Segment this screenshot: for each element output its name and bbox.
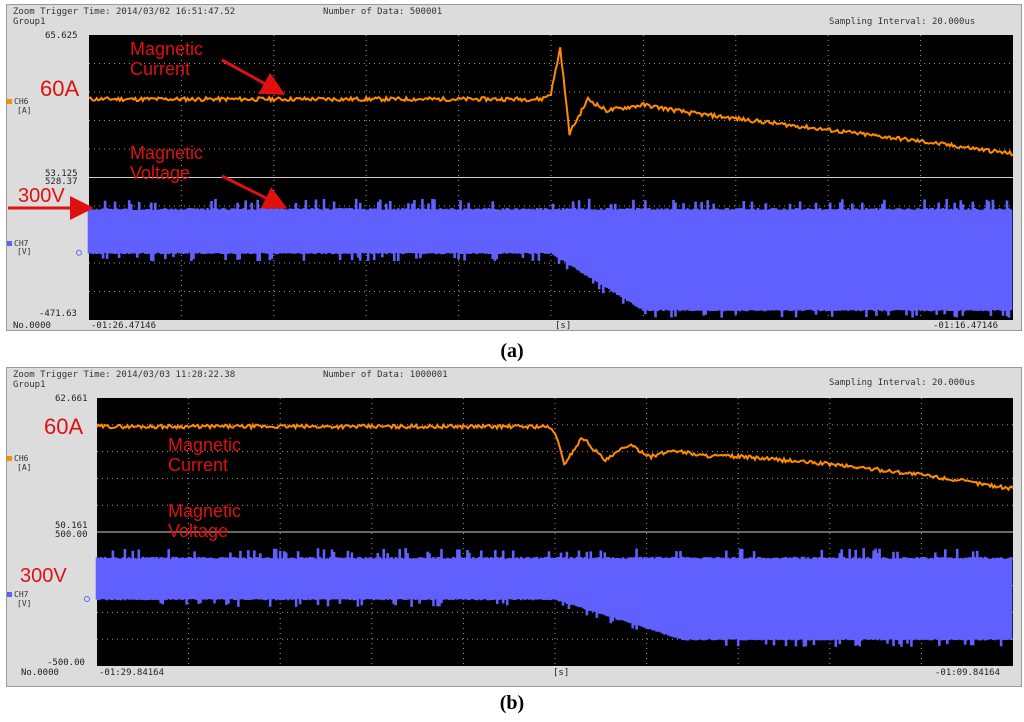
voltage-value-annotation-b: 300V: [20, 565, 67, 587]
x-unit: [s]: [553, 668, 570, 678]
ch7-color-icon: [7, 241, 12, 246]
ch7-unit: [V]: [17, 599, 32, 608]
ch6-top-value: 65.625: [45, 31, 78, 41]
sampling-interval: Sampling Interval: 20.000us: [829, 378, 976, 388]
voltage-name-annotation-b: Magnetic Voltage: [168, 501, 242, 541]
ch7-top-value: 528.37: [45, 177, 78, 187]
current-name-annotation-b: Magnetic Current: [168, 435, 242, 475]
ch7-zero-marker: [76, 249, 82, 256]
data-count: Number of Data: 1000001: [323, 370, 448, 380]
ch6-top-value: 62.661: [55, 394, 88, 404]
voltage-arrow-a: [221, 174, 288, 209]
x-start: -01:29.84164: [99, 668, 165, 678]
record-number: No.0000: [13, 321, 51, 331]
ch7-zero-marker: [84, 596, 90, 602]
ch7-unit: [V]: [17, 247, 32, 256]
plot-area-a: [76, 35, 1014, 320]
trigger-time: Zoom Trigger Time: 2014/03/03 11:28:22.3…: [13, 370, 236, 380]
group-label: Group1: [13, 380, 46, 390]
ch7-color-icon: [7, 592, 12, 597]
sampling-interval: Sampling Interval: 20.000us: [829, 17, 976, 27]
ch6-color-icon: [7, 456, 12, 461]
ch7-top-value: 500.00: [55, 530, 88, 540]
ch6-unit: [A]: [17, 106, 32, 115]
current-name-annotation-a: Magnetic Current: [130, 39, 204, 79]
voltage-value-annotation-a: 300V: [18, 185, 65, 207]
chart-svg: [84, 398, 1014, 666]
voltage-name-annotation-a: Magnetic Voltage: [130, 143, 204, 183]
ch6-label: CH6: [7, 454, 28, 463]
oscilloscope-panel-a: Zoom Trigger Time: 2014/03/02 16:51:47.5…: [6, 4, 1022, 331]
current-trace: [88, 47, 1014, 157]
oscilloscope-panel-b: Zoom Trigger Time: 2014/03/03 11:28:22.3…: [6, 367, 1022, 687]
caption-b: (b): [499, 692, 525, 714]
current-arrow-a: [221, 58, 286, 95]
current-value-annotation-a: 60A: [40, 76, 80, 101]
chart-svg: [76, 35, 1014, 320]
group-label: Group1: [13, 17, 46, 27]
ch7-bottom-value: -471.63: [39, 309, 77, 319]
x-end: -01:09.84164: [935, 668, 1001, 678]
plot-area-b: [84, 398, 1014, 666]
ch6-bottom-value: 50.161: [55, 521, 88, 531]
caption-a: (a): [500, 340, 524, 362]
ch7-bottom-value: -500.00: [47, 658, 85, 668]
ch7-label: CH7: [7, 239, 28, 248]
x-start: -01:26.47146: [91, 321, 157, 331]
ch6-unit: [A]: [17, 463, 32, 472]
ch6-color-icon: [7, 99, 12, 104]
data-count: Number of Data: 500001: [323, 7, 443, 17]
x-unit: [s]: [555, 321, 572, 331]
current-trace: [96, 422, 1014, 492]
record-number: No.0000: [21, 668, 59, 678]
trigger-time: Zoom Trigger Time: 2014/03/02 16:51:47.5…: [13, 7, 236, 17]
current-value-annotation-b: 60A: [44, 414, 84, 439]
x-end: -01:16.47146: [933, 321, 999, 331]
ch6-bottom-value: 53.125: [45, 169, 78, 179]
ch6-label: CH6: [7, 97, 28, 106]
ch7-label: CH7: [7, 590, 28, 599]
